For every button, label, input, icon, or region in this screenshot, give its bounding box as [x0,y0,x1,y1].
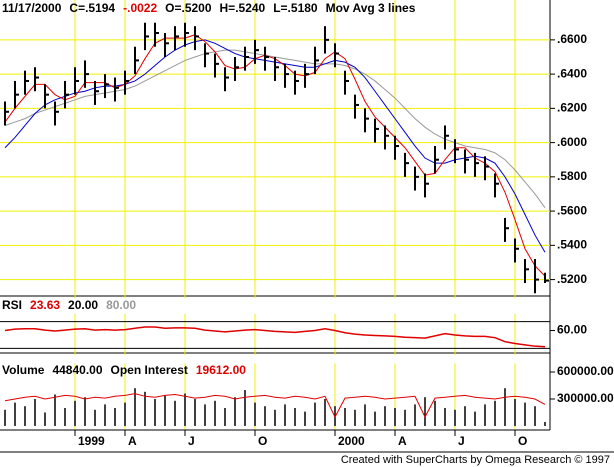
y-tick-label: 600000.00 [557,364,614,378]
x-tick-label: O [518,434,527,448]
y-tick-label: 300000.00 [557,391,614,405]
y-tick-label: .6000 [557,135,587,149]
panel-header: Mov Avg 3 lines [326,1,416,15]
panel-header: H=.5240 [220,1,266,15]
footer: Created with SuperCharts by Omega Resear… [341,454,610,466]
panel-header: 44840.00 [52,363,102,377]
y-tick-label: .6400 [557,66,587,80]
rsi-line [4,326,546,348]
panel-header: 11/17/2000 [2,1,62,15]
x-tick-label: A [128,434,137,448]
x-tick-label: J [188,434,195,448]
panel-header: C=.5194 [69,1,115,15]
panel-header: O=.5200 [165,1,212,15]
panel-header: Open Interest [111,363,188,377]
y-tick-label: 60.00 [557,323,587,337]
panel-header: Volume [2,363,45,377]
panel-header: L=.5180 [273,1,318,15]
x-tick-label: A [398,434,407,448]
x-tick-label: 2000 [338,434,365,448]
panel-header: -.0022 [123,1,157,15]
x-tick-label: O [258,434,267,448]
panel-header: 80.00 [106,298,136,312]
y-tick-label: .5600 [557,203,587,217]
open-interest-line [4,393,546,419]
y-tick-label: .6600 [557,32,587,46]
y-tick-label: .5200 [557,272,587,286]
panel-header: 19612.00 [196,363,246,377]
x-tick-label: J [458,434,465,448]
panel-header: RSI [2,298,22,312]
x-tick-label: 1999 [78,434,105,448]
y-tick-label: .6200 [557,101,587,115]
y-tick-label: .5800 [557,169,587,183]
panel-header: 23.63 [30,298,60,312]
y-tick-label: .5400 [557,238,587,252]
panel-header: 20.00 [68,298,98,312]
